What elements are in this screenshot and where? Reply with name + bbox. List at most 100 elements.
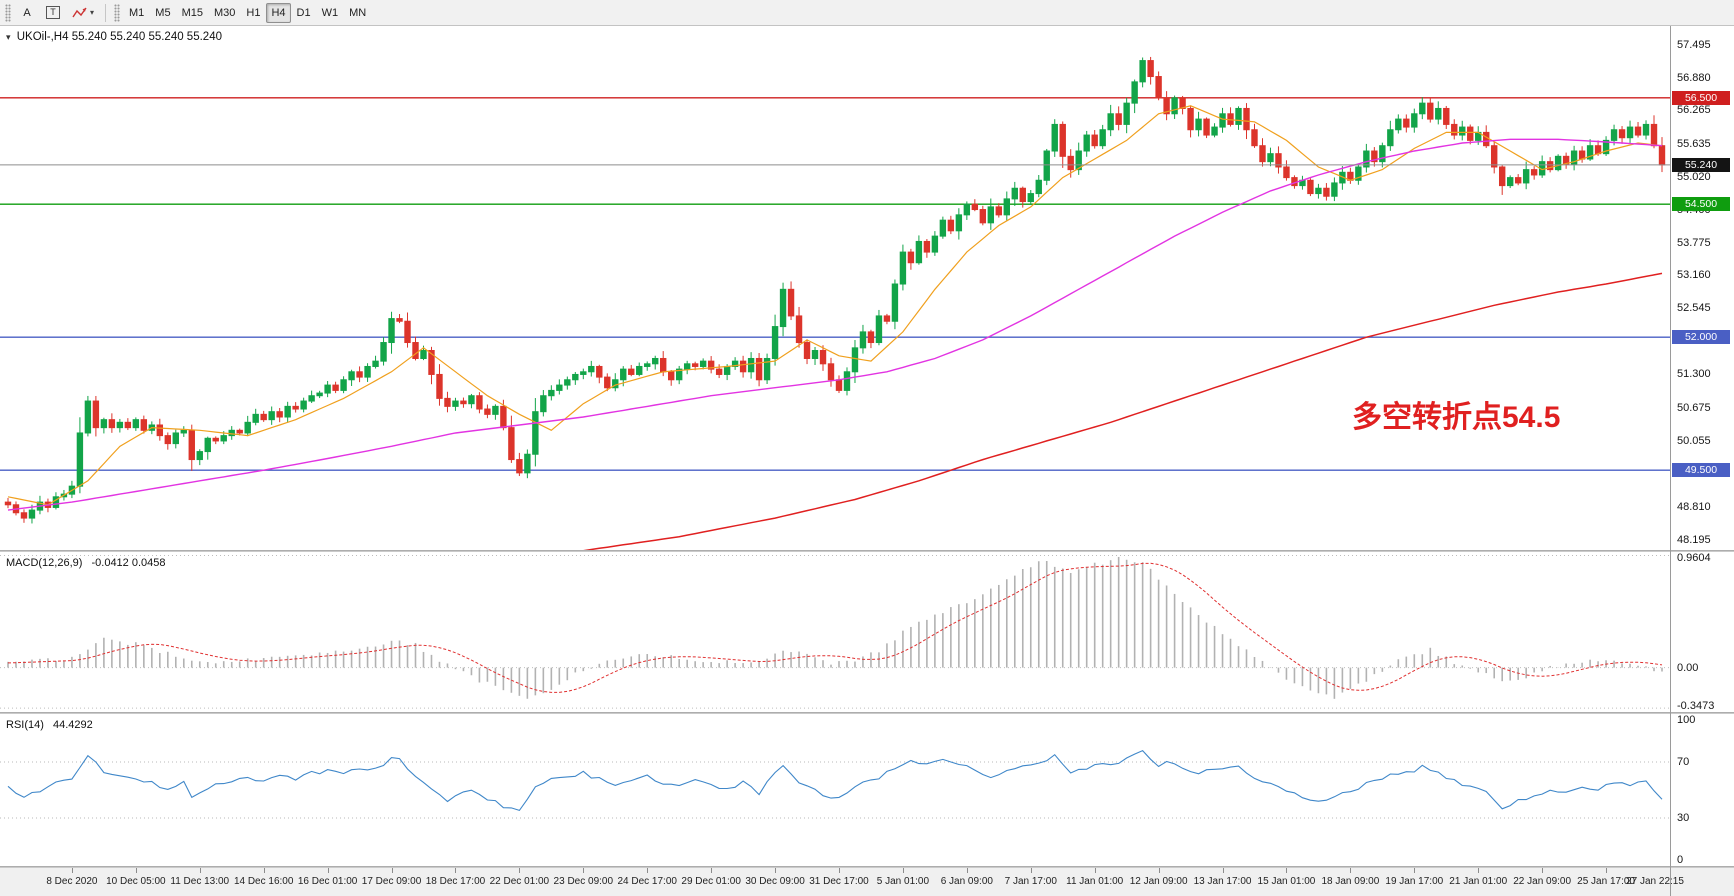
- time-axis-tick: [966, 868, 968, 873]
- rsi-axis-label: 70: [1677, 756, 1690, 768]
- time-axis-label: 12 Jan 09:00: [1129, 876, 1188, 887]
- price-axis-border: [1670, 26, 1671, 896]
- macd-axis-label: -0.3473: [1677, 700, 1715, 712]
- time-axis-tick: [1350, 868, 1352, 873]
- timeframe-toolbar: M1 M5 M15 M30 H1 H4 D1 W1 MN: [124, 2, 371, 23]
- macd-values: -0.0412 0.0458: [91, 557, 166, 569]
- timeframe-button-m5[interactable]: M5: [150, 3, 175, 23]
- rsi-value: 44.4292: [52, 719, 93, 731]
- timeframe-button-m30[interactable]: M30: [209, 3, 240, 23]
- candles[interactable]: [4, 56, 1666, 524]
- price-axis-label: 57.495: [1677, 38, 1711, 51]
- macd-panel[interactable]: MACD(12,26,9) -0.0412 0.0458 0.9604 0.00 -…: [0, 552, 1734, 712]
- time-axis-tick: [838, 868, 840, 873]
- time-axis-tick: [1606, 868, 1608, 873]
- time-axis[interactable]: 8 Dec 2020 10 Dec 05:00 11 Dec 13:00 14 Dec…: [0, 868, 1734, 896]
- rsi-axis-label: 30: [1677, 812, 1690, 824]
- time-axis-tick: [775, 868, 777, 873]
- polyline-tool-icon: [72, 7, 87, 17]
- ma-slow-line: [582, 272, 1663, 550]
- price-badge-56.500: 56.500: [1672, 90, 1730, 105]
- time-axis-tick: [519, 868, 521, 873]
- time-axis-tick: [135, 868, 137, 873]
- time-axis-label: 11 Jan 01:00: [1066, 876, 1124, 887]
- time-axis-tick: [1158, 868, 1160, 873]
- time-axis-label: 6 Jan 09:00: [940, 876, 993, 887]
- time-axis-tick: [1414, 868, 1416, 873]
- time-axis-label: 29 Dec 01:00: [681, 876, 741, 887]
- price-axis-label: 56.265: [1677, 104, 1711, 117]
- draw-tool-dropdown[interactable]: ▾: [67, 3, 99, 23]
- price-axis-label: 53.775: [1677, 236, 1711, 249]
- annotation-text[interactable]: 多空转折点54.5: [1352, 401, 1561, 434]
- candlestick-chart[interactable]: [0, 26, 1670, 550]
- time-axis-label: 21 Jan 01:00: [1449, 876, 1508, 887]
- toolbar-drag-handle[interactable]: [5, 3, 11, 22]
- time-axis-label: 17 Dec 09:00: [361, 876, 422, 887]
- timeframe-button-m15[interactable]: M15: [177, 3, 208, 23]
- periods-drag-handle[interactable]: [114, 3, 121, 22]
- textbox-tool-glyph: T: [46, 6, 60, 19]
- price-axis-label: 55.635: [1677, 137, 1711, 150]
- panel-separator[interactable]: [0, 712, 1734, 714]
- current-price-badge: 55.240: [1672, 157, 1730, 172]
- price-axis-label: 48.810: [1677, 500, 1711, 513]
- main-chart-panel[interactable]: ▾ UKOil-,H4 55.240 55.240 55.240 55.240 …: [0, 26, 1734, 550]
- time-axis-label: 14 Dec 16:00: [233, 876, 294, 887]
- time-axis-label: 7 Jan 17:00: [1004, 876, 1057, 887]
- price-axis-label: 48.195: [1677, 533, 1711, 546]
- time-axis-tick: [1478, 868, 1480, 873]
- time-axis-tick: [199, 868, 201, 873]
- time-axis-tick: [263, 868, 265, 873]
- text-tool-button[interactable]: A: [15, 3, 39, 23]
- time-axis-tick: [71, 868, 73, 873]
- rsi-axis-label: 0: [1677, 854, 1684, 866]
- timeframe-button-w1[interactable]: W1: [317, 3, 344, 23]
- price-axis-label: 50.055: [1677, 434, 1711, 447]
- time-axis-tick: [647, 868, 649, 873]
- rsi-chart: [0, 749, 1670, 819]
- toolbar-separator: [105, 3, 107, 22]
- timeframe-button-h4[interactable]: H4: [266, 2, 291, 23]
- price-axis-label: 51.300: [1677, 368, 1711, 381]
- time-axis-tick: [455, 868, 457, 873]
- panel-separator[interactable]: [0, 550, 1734, 552]
- time-axis-label: 19 Jan 17:00: [1385, 876, 1444, 887]
- time-axis-label: 18 Jan 09:00: [1321, 876, 1380, 887]
- chart-title: ▾ UKOil-,H4 55.240 55.240 55.240 55.240: [6, 31, 222, 43]
- chart-dropdown-icon[interactable]: ▾: [6, 32, 11, 42]
- macd-title-row: MACD(12,26,9) -0.0412 0.0458: [6, 557, 166, 569]
- price-badge-54.500: 54.500: [1672, 197, 1730, 212]
- time-axis-label: 16 Dec 01:00: [297, 876, 358, 887]
- time-axis-label: 30 Dec 09:00: [745, 876, 805, 887]
- time-axis-tick: [711, 868, 713, 873]
- time-axis-tick: [583, 868, 585, 873]
- timeframe-button-mn[interactable]: MN: [344, 3, 371, 23]
- textbox-tool-button[interactable]: T: [41, 3, 65, 23]
- macd-signal-line: [7, 562, 1663, 693]
- time-axis-tick: [1030, 868, 1032, 873]
- price-badge-49.500: 49.500: [1672, 463, 1730, 478]
- time-axis-tick: [1286, 868, 1288, 873]
- price-axis-label: 55.020: [1677, 170, 1711, 183]
- rsi-line: [7, 749, 1663, 812]
- time-axis-label: 11 Dec 13:00: [170, 876, 230, 887]
- rsi-axis-label: 100: [1677, 714, 1696, 726]
- rsi-panel[interactable]: RSI(14) 44.4292 100 70 30 0: [0, 714, 1734, 866]
- rsi-title: RSI(14): [6, 719, 44, 731]
- time-axis-label: 22 Dec 01:00: [489, 876, 550, 887]
- timeframe-button-d1[interactable]: D1: [292, 3, 316, 23]
- time-axis-label: 31 Dec 17:00: [809, 876, 869, 887]
- chevron-down-icon: ▾: [90, 8, 95, 17]
- time-axis-label: 27 Jan 22:15: [1626, 876, 1684, 887]
- panel-separator[interactable]: [0, 866, 1734, 868]
- timeframe-button-m1[interactable]: M1: [124, 3, 149, 23]
- macd-histogram: [7, 556, 1663, 699]
- time-axis-tick: [1222, 868, 1224, 873]
- macd-title: MACD(12,26,9): [6, 557, 83, 569]
- chart-symbol-label: UKOil-,H4: [16, 31, 69, 43]
- ma-mid-line: [7, 138, 1663, 511]
- time-axis-tick: [1542, 868, 1544, 873]
- timeframe-button-h1[interactable]: H1: [241, 3, 265, 23]
- time-axis-tick: [902, 868, 904, 873]
